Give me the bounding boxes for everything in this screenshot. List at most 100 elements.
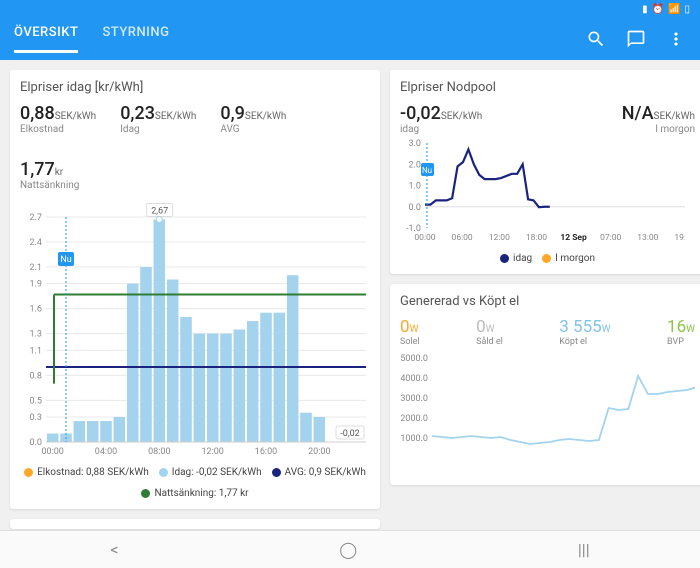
svg-text:2.4: 2.4	[30, 238, 43, 248]
nodpool-line-chart: -1.00.01.02.03.0Nu00:0006:0012:0018:0012…	[400, 135, 685, 245]
legend-text: I morgon	[555, 253, 595, 264]
svg-text:06:00: 06:00	[452, 233, 473, 243]
metric-unit: SEK/kWh	[155, 111, 196, 122]
metric-unit: kr	[55, 167, 63, 178]
search-icon[interactable]	[586, 29, 606, 49]
tab-control[interactable]: STYRNING	[102, 25, 169, 53]
svg-text:12:00: 12:00	[201, 447, 223, 457]
genererad-line-chart: 1000.02000.03000.04000.05000.0	[400, 353, 695, 471]
gen-lbl: BVP	[667, 337, 695, 347]
nodpool-tomorrow: N/ASEK/kWh I morgon	[622, 103, 695, 135]
elpriser-legend: Elkostnad: 0,88 SEK/kWh Idag: -0,02 SEK/k…	[20, 467, 370, 499]
nodpool-today: -0,02SEK/kWh idag	[400, 103, 482, 135]
metric: 0,88SEK/kWhElkostnad	[20, 103, 96, 135]
svg-text:00:00: 00:00	[41, 447, 63, 457]
svg-text:0.8: 0.8	[30, 371, 43, 381]
battery-icon: ▮	[642, 4, 648, 15]
legend-dot	[159, 468, 168, 477]
svg-text:1.0: 1.0	[409, 182, 422, 192]
gen-unit: W	[686, 324, 695, 335]
elpriser-metrics: 0,88SEK/kWhElkostnad0,23SEK/kWhIdag0,9SE…	[20, 103, 370, 191]
gen-val: 0	[400, 317, 410, 337]
legend-item: Idag: -0,02 SEK/kWh	[159, 467, 262, 478]
content-area: Elpriser idag [kr/kWh] 0,88SEK/kWhElkost…	[0, 60, 700, 530]
gen-metric: 3 555WKöpt el	[559, 317, 610, 347]
svg-text:04:00: 04:00	[95, 447, 117, 457]
svg-text:1.6: 1.6	[30, 305, 43, 315]
gen-val: 0	[476, 317, 486, 337]
legend-text: Nattsänkning: 1,77 kr	[154, 488, 248, 499]
svg-text:Nu: Nu	[422, 166, 432, 175]
legend-dot	[141, 489, 150, 498]
nodpool-title: Elpriser Nodpool	[400, 80, 695, 95]
legend-item: I morgon	[542, 253, 595, 264]
menu-dots-icon[interactable]	[666, 29, 686, 49]
svg-text:0.5: 0.5	[30, 396, 43, 406]
nav-recent-icon[interactable]: |||	[578, 540, 590, 559]
svg-text:12 Sep: 12 Sep	[560, 233, 587, 243]
svg-text:19:00: 19:00	[674, 233, 685, 243]
legend-item: idag	[500, 253, 532, 264]
svg-text:Nu: Nu	[60, 255, 71, 265]
genererad-title: Genererad vs Köpt el	[400, 294, 695, 309]
svg-text:08:00: 08:00	[148, 447, 170, 457]
metric-lbl: Nattsänkning	[20, 180, 370, 191]
svg-text:18:00: 18:00	[526, 233, 547, 243]
legend-dot	[500, 254, 509, 263]
metric-lbl: Idag	[120, 124, 196, 135]
metric-val: 0,23	[120, 103, 155, 124]
genererad-card: Genererad vs Köpt el 0WSolel0WSåld el3 5…	[390, 284, 700, 485]
gen-unit: W	[410, 324, 419, 335]
svg-text:2.7: 2.7	[30, 213, 43, 223]
metric: 0,9SEK/kWhAVG	[220, 103, 286, 135]
legend-text: AVG: 0,9 SEK/kWh	[285, 467, 366, 478]
svg-text:00:00: 00:00	[414, 233, 435, 243]
gen-unit: W	[486, 324, 495, 335]
metric-val: 1,77	[20, 159, 55, 180]
legend-dot	[272, 468, 281, 477]
svg-text:2,67: 2,67	[151, 207, 168, 217]
svg-text:07:00: 07:00	[600, 233, 621, 243]
nav-back-icon[interactable]: <	[110, 540, 118, 559]
nodpool-card: Elpriser Nodpool -0,02SEK/kWh idag N/ASE…	[390, 70, 700, 274]
svg-text:0.0: 0.0	[409, 203, 422, 213]
metric-unit: SEK/kWh	[55, 111, 96, 122]
svg-text:3.0: 3.0	[409, 139, 422, 149]
nav-home-icon[interactable]: ◯	[339, 540, 357, 559]
tab-overview[interactable]: ÖVERSIKT	[14, 25, 78, 53]
gen-unit: W	[602, 324, 611, 335]
wifi-icon: 📶	[668, 4, 680, 15]
nodpool-today-lbl: idag	[400, 124, 482, 135]
alarm-icon: ⏰	[652, 4, 664, 15]
svg-text:5000.0: 5000.0	[400, 354, 428, 364]
svg-text:1000.0: 1000.0	[400, 434, 428, 444]
elpriser-title: Elpriser idag [kr/kWh]	[20, 80, 370, 95]
nodpool-today-val: -0,02	[400, 103, 441, 124]
gen-metric: 0WSåld el	[476, 317, 503, 347]
legend-text: Elkostnad: 0,88 SEK/kWh	[37, 467, 149, 478]
metric-unit: SEK/kWh	[245, 111, 286, 122]
svg-text:2.0: 2.0	[409, 160, 422, 170]
legend-dot	[24, 468, 33, 477]
gen-metric: 0WSolel	[400, 317, 420, 347]
legend-text: idag	[513, 253, 532, 264]
metric-lbl: AVG	[220, 124, 286, 135]
svg-text:2000.0: 2000.0	[400, 414, 428, 424]
genererad-metrics: 0WSolel0WSåld el3 555WKöpt el16WBVP	[400, 317, 695, 347]
android-nav-bar: < ◯ |||	[0, 530, 700, 568]
tab-bar: ÖVERSIKT STYRNING	[14, 25, 169, 53]
elpriser-bar-chart: 0.00.30.50.81.11.31.61.92.12.42.7Nu2,67-…	[20, 199, 370, 459]
metric: 1,77kr Nattsänkning	[20, 159, 370, 191]
comment-icon[interactable]	[626, 29, 646, 49]
svg-text:4000.0: 4000.0	[400, 374, 428, 384]
gen-lbl: Köpt el	[559, 337, 610, 347]
svg-text:2.1: 2.1	[30, 263, 43, 273]
nodpool-metrics: -0,02SEK/kWh idag N/ASEK/kWh I morgon	[400, 103, 695, 135]
legend-text: Idag: -0,02 SEK/kWh	[172, 467, 262, 478]
elpriser-card: Elpriser idag [kr/kWh] 0,88SEK/kWhElkost…	[10, 70, 380, 509]
nodpool-tom-val: N/A	[622, 103, 654, 124]
header-actions	[586, 29, 686, 49]
svg-text:1.9: 1.9	[30, 280, 43, 290]
app-header: ÖVERSIKT STYRNING	[0, 18, 700, 60]
legend-item: Elkostnad: 0,88 SEK/kWh	[24, 467, 149, 478]
